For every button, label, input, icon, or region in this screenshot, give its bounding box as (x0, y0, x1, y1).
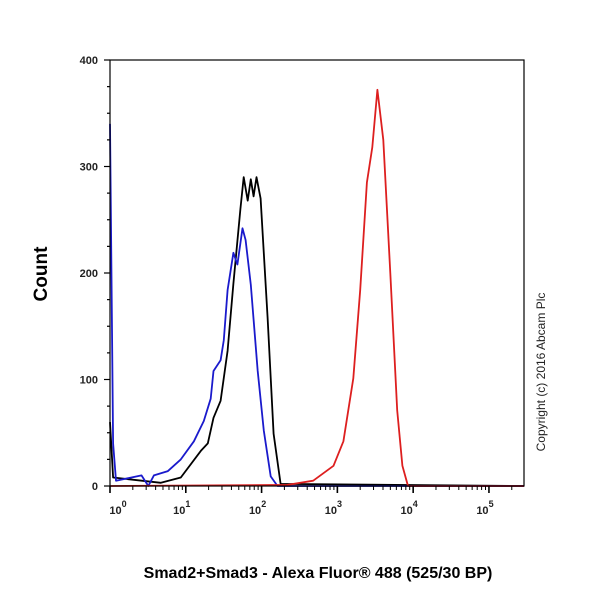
x-tick-label: 101 (173, 499, 190, 517)
y-tick-label: 0 (92, 481, 98, 493)
x-tick-exponent: 0 (122, 499, 127, 509)
x-tick-base: 10 (325, 505, 337, 517)
x-tick-label: 104 (401, 499, 418, 517)
y-tick-label: 100 (80, 375, 98, 387)
plot-frame (109, 59, 525, 487)
x-tick-exponent: 3 (337, 499, 342, 509)
x-tick-exponent: 2 (261, 499, 266, 509)
x-tick-base: 10 (173, 505, 185, 517)
y-tick-label: 200 (80, 268, 98, 280)
x-tick-exponent: 1 (185, 499, 190, 509)
x-tick-base: 10 (249, 505, 261, 517)
copyright-annotation: Copyright (c) 2016 Abcam Plc (534, 293, 548, 452)
x-tick-label: 100 (109, 499, 126, 517)
x-tick-base: 10 (109, 505, 121, 517)
series-line-1 (109, 176, 525, 487)
y-tick-label: 400 (80, 55, 98, 67)
series-line-2 (109, 123, 524, 487)
y-tick-label: 300 (80, 162, 98, 174)
x-tick-exponent: 4 (413, 499, 418, 509)
series-line-3 (109, 88, 524, 487)
x-tick-label: 103 (325, 499, 342, 517)
x-tick-label: 102 (249, 499, 266, 517)
x-tick-label: 105 (476, 499, 493, 517)
x-tick-base: 10 (476, 505, 488, 517)
x-tick-exponent: 5 (489, 499, 494, 509)
y-axis-label: Count (31, 246, 52, 302)
x-tick-base: 10 (401, 505, 413, 517)
x-axis-label: Smad2+Smad3 - Alexa Fluor® 488 (525/30 B… (144, 565, 493, 582)
